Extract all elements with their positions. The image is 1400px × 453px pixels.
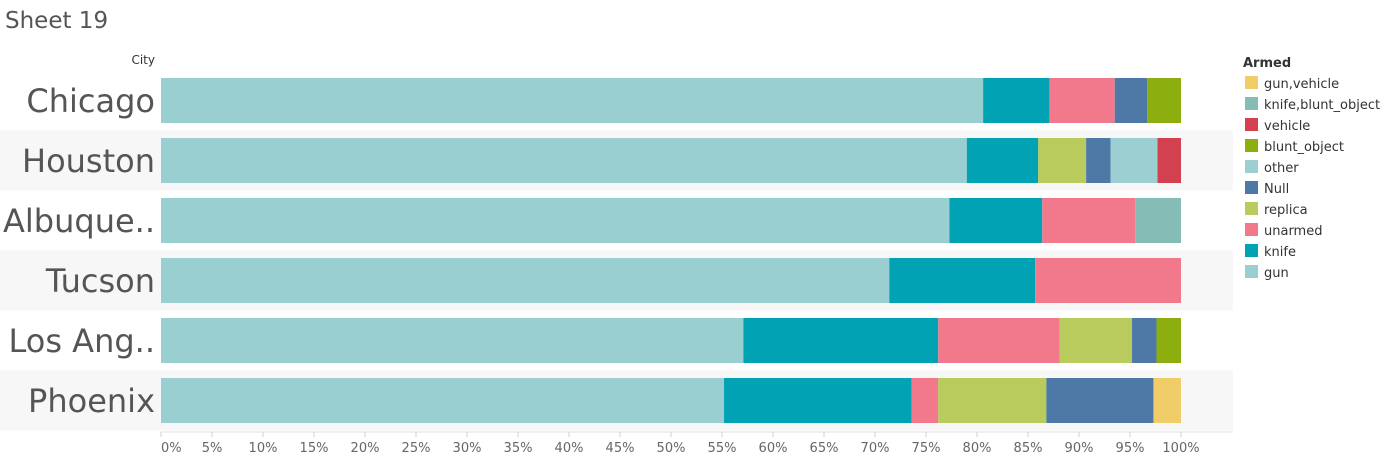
- x-tick-label: 0%: [161, 441, 182, 453]
- bar-segments: [161, 78, 1181, 423]
- x-tick-label: 5%: [202, 441, 223, 453]
- legend-swatch: [1245, 139, 1258, 152]
- x-tick-label: 55%: [708, 441, 737, 453]
- legend-swatch: [1245, 265, 1258, 278]
- bar-segment[interactable]: [1114, 78, 1148, 123]
- bar-segment[interactable]: [161, 318, 744, 363]
- x-tick-label: 35%: [504, 441, 533, 453]
- x-tick-label: 20%: [351, 441, 380, 453]
- bar-segment[interactable]: [161, 198, 950, 243]
- legend-item-label: blunt_object: [1264, 140, 1344, 155]
- legend: Armed gun,vehicle knife,blunt_objectvehic…: [1243, 56, 1380, 281]
- legend-swatch: [1245, 181, 1258, 194]
- row-label-1: Chicago: [26, 82, 155, 120]
- legend-swatch: [1245, 97, 1258, 110]
- legend-swatch: [1245, 202, 1258, 215]
- row-header: City: [131, 53, 155, 67]
- bar-segment[interactable]: [1049, 78, 1115, 123]
- x-tick-label: 100%: [1162, 441, 1199, 453]
- bar-segment[interactable]: [1038, 138, 1087, 183]
- legend-item-label: knife: [1264, 245, 1296, 260]
- bar-segment[interactable]: [161, 258, 890, 303]
- row-labels: Chicago Houston Albuque.. Tucson Los Ang.. Ph…: [3, 82, 155, 420]
- x-tick-label: 15%: [300, 441, 329, 453]
- legend-item-label: knife,blunt_object: [1264, 98, 1380, 113]
- bar-segment[interactable]: [1132, 318, 1157, 363]
- legend-item-label: gun: [1264, 266, 1289, 281]
- chart-title: Sheet 19: [5, 8, 109, 34]
- legend-item-label: unarmed: [1264, 224, 1322, 239]
- legend-item-label: gun,vehicle: [1264, 77, 1339, 92]
- x-tick-label: 40%: [555, 441, 584, 453]
- legend-item-label: replica: [1264, 203, 1308, 218]
- x-tick-label: 60%: [759, 441, 788, 453]
- row-label-6: Phoenix: [28, 382, 155, 420]
- row-label-2: Houston: [22, 142, 155, 180]
- x-axis-ticks: 0% 5% 10% 15% 20% 25% 30% 35% 40% 45% 50% 55% 60% 65%…: [160, 432, 1200, 453]
- bar-segment[interactable]: [1059, 318, 1133, 363]
- legend-swatch: [1245, 223, 1258, 236]
- bar-segment[interactable]: [724, 378, 912, 423]
- legend-title: Armed: [1243, 56, 1291, 71]
- bar-segment[interactable]: [1046, 378, 1154, 423]
- x-tick-label: 65%: [810, 441, 839, 453]
- x-tick-label: 95%: [1116, 441, 1145, 453]
- x-tick-label: 70%: [861, 441, 890, 453]
- bar-segment[interactable]: [938, 318, 1060, 363]
- x-tick-label: 50%: [657, 441, 686, 453]
- bar-segment[interactable]: [949, 198, 1043, 243]
- legend-swatch: [1245, 244, 1258, 257]
- bar-segment[interactable]: [1042, 198, 1136, 243]
- x-tick-label: 90%: [1065, 441, 1094, 453]
- bar-segment[interactable]: [1147, 78, 1181, 123]
- legend-swatch: [1245, 118, 1258, 131]
- bar-segment[interactable]: [889, 258, 1036, 303]
- x-tick-label: 30%: [453, 441, 482, 453]
- legend-swatch: [1245, 160, 1258, 173]
- legend-item-label: vehicle: [1264, 119, 1310, 134]
- legend-item-label: other: [1264, 161, 1299, 176]
- bar-segment[interactable]: [938, 378, 1047, 423]
- bar-segment[interactable]: [743, 318, 939, 363]
- legend-swatch: [1245, 76, 1258, 89]
- bar-segment[interactable]: [1153, 378, 1181, 423]
- bar-segment[interactable]: [1110, 138, 1158, 183]
- row-label-3: Albuque..: [3, 202, 155, 240]
- bar-segment[interactable]: [1035, 258, 1181, 303]
- x-tick-label: 10%: [249, 441, 278, 453]
- bar-segment[interactable]: [161, 378, 725, 423]
- row-label-5: Los Ang..: [8, 322, 155, 360]
- x-tick-label: 75%: [912, 441, 941, 453]
- bar-segment[interactable]: [1086, 138, 1111, 183]
- bar-segment[interactable]: [161, 138, 967, 183]
- legend-item-label: Null: [1264, 182, 1289, 197]
- bar-segment[interactable]: [161, 78, 984, 123]
- bar-segment[interactable]: [966, 138, 1039, 183]
- bar-segment[interactable]: [1135, 198, 1181, 243]
- x-tick-label: 25%: [402, 441, 431, 453]
- bar-segment[interactable]: [1157, 138, 1181, 183]
- x-tick-label: 45%: [606, 441, 635, 453]
- row-label-4: Tucson: [45, 262, 155, 300]
- bar-segment[interactable]: [911, 378, 939, 423]
- bar-segment[interactable]: [1156, 318, 1181, 363]
- x-tick-label: 80%: [963, 441, 992, 453]
- bar-segment[interactable]: [983, 78, 1050, 123]
- x-tick-label: 85%: [1014, 441, 1043, 453]
